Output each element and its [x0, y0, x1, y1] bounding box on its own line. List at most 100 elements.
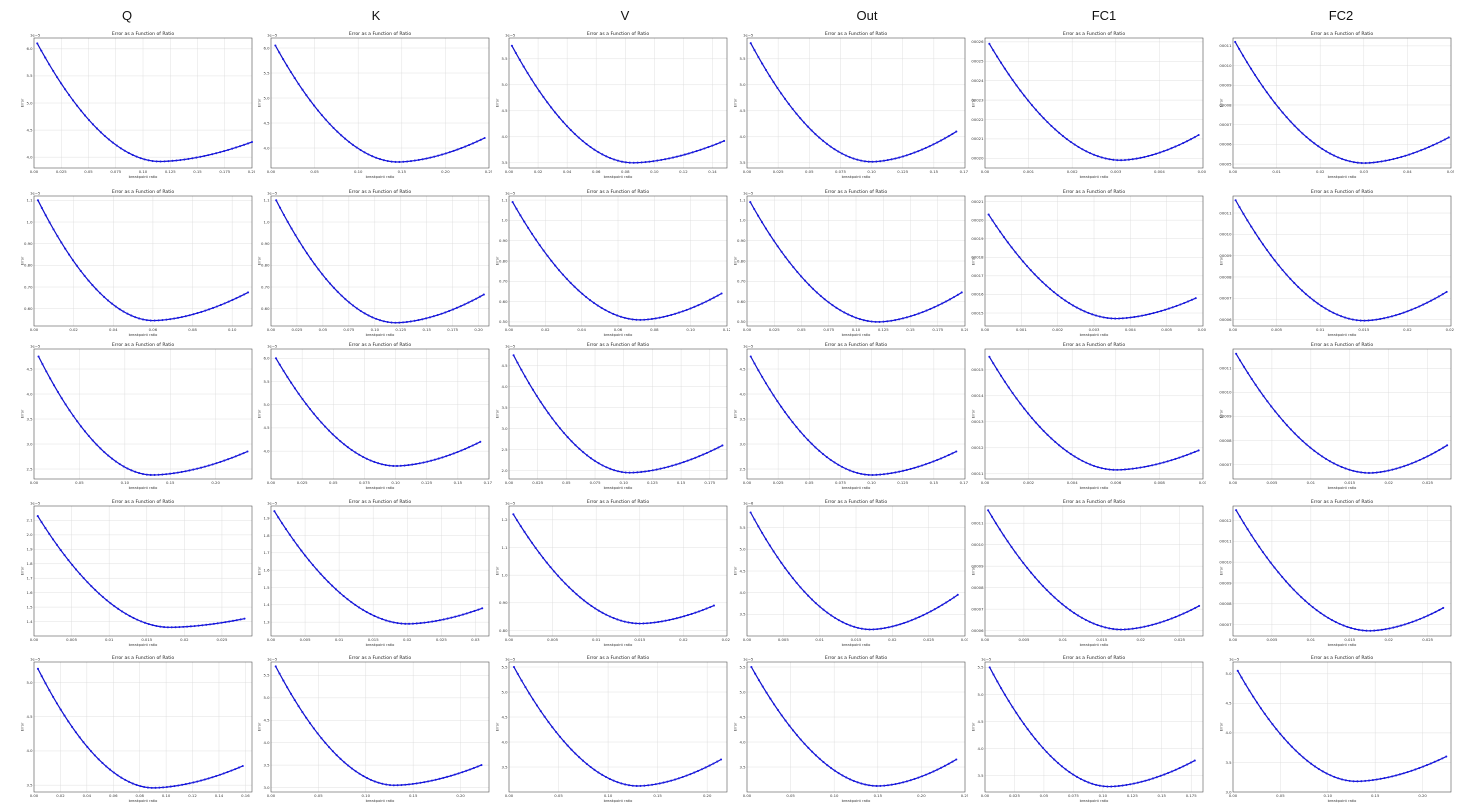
data-point [1433, 297, 1436, 300]
data-point [433, 155, 436, 158]
data-point [851, 315, 854, 318]
data-point [693, 771, 696, 774]
data-point [605, 466, 608, 469]
data-point [565, 124, 568, 128]
data-point [1089, 463, 1092, 466]
data-point [40, 675, 43, 678]
data-point [671, 156, 675, 159]
data-point [1404, 154, 1407, 157]
data-point [86, 745, 89, 748]
data-point [1242, 54, 1245, 57]
data-point [402, 321, 405, 324]
data-point [1441, 757, 1444, 760]
data-point [36, 667, 40, 670]
data-point [1324, 307, 1327, 310]
data-point [1356, 161, 1359, 164]
data-point [1037, 277, 1040, 280]
plot-frame [508, 37, 728, 169]
data-point [1376, 160, 1379, 164]
y-tick-label: 0.00015 [971, 310, 984, 315]
data-point [1162, 461, 1165, 464]
y-tick-label: 0.00011 [1219, 210, 1232, 215]
data-point [159, 160, 162, 163]
data-point [1254, 383, 1257, 386]
data-point [601, 464, 604, 467]
data-point [242, 452, 245, 455]
y-tick-label: 3.5 [26, 782, 33, 787]
data-point [709, 450, 712, 453]
chart-title: Error as a Function of Ratio [349, 499, 411, 505]
x-tick-label: 0.025 [773, 480, 784, 485]
data-point [477, 608, 480, 611]
data-point [223, 459, 226, 462]
y-tick-label: 4.5 [263, 718, 270, 723]
data-point [799, 430, 802, 433]
data-point [404, 783, 407, 786]
data-point [1246, 61, 1249, 64]
data-point [1010, 545, 1013, 549]
x-tick-label: 0.08 [188, 327, 197, 332]
data-point [1096, 624, 1099, 627]
data-point [216, 622, 219, 625]
data-point [582, 451, 585, 454]
y-exponent-label: 1e−5 [30, 344, 41, 349]
plot-frame [984, 348, 1204, 480]
data-point [68, 409, 71, 412]
data-point [534, 546, 537, 550]
data-point [1037, 580, 1040, 583]
data-point [78, 736, 81, 739]
x-tick-label: 0.05 [314, 793, 323, 798]
data-point [106, 299, 110, 302]
data-point [925, 309, 928, 312]
data-point [1011, 705, 1014, 709]
x-tick-label: 0.005 [1198, 169, 1206, 174]
data-point [1253, 73, 1257, 76]
data-point [1435, 142, 1438, 145]
data-point [539, 400, 542, 403]
data-point [83, 274, 86, 277]
data-point [1342, 624, 1345, 627]
x-tick-label: 0.004 [1125, 327, 1136, 332]
data-point [434, 619, 438, 622]
data-point [933, 306, 936, 309]
x-tick-label: 0.175 [960, 480, 968, 485]
x-tick-label: 0.025 [292, 327, 303, 332]
data-point [211, 306, 215, 310]
data-point [362, 775, 365, 778]
x-tick-label: 0.01 [592, 637, 601, 642]
data-point [1437, 295, 1440, 298]
chart-v-row-4: Error as a Function of Ratio 0.00 0.005 0.0… [495, 498, 731, 648]
y-tick-label: 0.00007 [1219, 622, 1232, 627]
x-tick-label: 0.025 [1009, 793, 1020, 798]
data-point [712, 762, 715, 765]
data-point [1238, 515, 1241, 518]
data-point [365, 457, 368, 460]
data-point [1116, 628, 1119, 631]
data-point [1015, 397, 1018, 400]
data-point [592, 301, 595, 304]
data-point [1391, 775, 1394, 778]
data-point [1305, 135, 1308, 138]
data-point [1289, 120, 1292, 123]
data-point [554, 111, 557, 114]
y-tick-label: 1.5 [263, 585, 270, 590]
data-point [135, 783, 138, 787]
x-tick-label: 0.005 [547, 637, 558, 642]
y-tick-label: 1.9 [263, 515, 270, 520]
data-point [324, 118, 327, 121]
data-point [1006, 241, 1009, 244]
data-point [1056, 294, 1059, 297]
data-point [1065, 450, 1068, 453]
data-point [118, 463, 121, 466]
data-point [1346, 625, 1349, 628]
data-point [1369, 629, 1372, 632]
data-point [666, 314, 669, 318]
plot-frame [270, 661, 490, 793]
data-point [1046, 433, 1049, 436]
y-tick-label: 5.0 [739, 689, 746, 694]
data-point [891, 625, 894, 628]
data-point [1386, 316, 1390, 319]
x-tick-label: 0.025 [436, 637, 447, 642]
data-point [866, 319, 869, 323]
